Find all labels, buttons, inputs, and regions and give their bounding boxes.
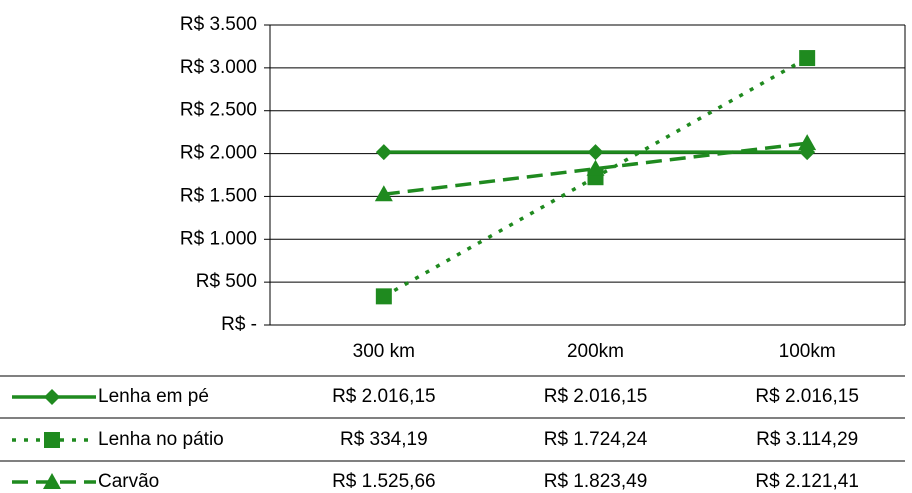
marker [44,432,60,448]
legend-label: Carvão [98,471,159,492]
marker [374,185,393,202]
marker [375,288,392,305]
x-tick-label: 100km [779,341,836,362]
data-label: R$ 2.121,41 [755,471,859,492]
x-tick-label: 300 km [353,341,415,362]
legend-label: Lenha em pé [98,386,209,407]
legend-label: Lenha no pátio [98,429,224,450]
y-tick-label: R$ 3.500 [180,14,257,35]
x-tick-label: 200km [567,341,624,362]
data-label: R$ 1.724,24 [544,429,648,450]
data-label: R$ 3.114,29 [756,429,858,450]
data-label: R$ 2.016,15 [332,386,436,407]
y-tick-label: R$ 500 [196,271,257,292]
data-label: R$ 2.016,15 [544,386,648,407]
marker [586,159,605,176]
y-tick-label: R$ 2.000 [180,143,257,164]
marker [587,144,604,161]
data-label: R$ 1.823,49 [544,471,648,492]
marker [44,389,60,405]
data-label: R$ 2.016,15 [755,386,859,407]
y-tick-label: R$ 3.000 [180,57,257,78]
y-tick-label: R$ - [221,314,257,335]
marker [43,473,61,489]
y-tick-label: R$ 2.500 [180,100,257,121]
marker [798,134,817,151]
data-label: R$ 1.525,66 [332,471,436,492]
y-tick-label: R$ 1.000 [180,228,257,249]
y-tick-label: R$ 1.500 [180,185,257,206]
marker [799,50,816,67]
data-label: R$ 334,19 [340,429,428,450]
marker [375,144,392,161]
